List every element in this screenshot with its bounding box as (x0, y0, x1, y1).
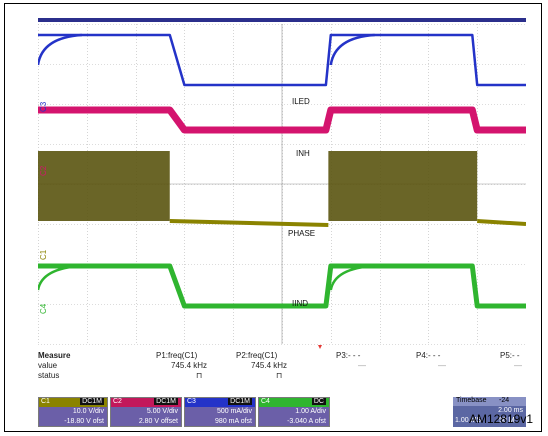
timebase-scale: 2.00 ms (498, 407, 523, 414)
channel-box-c4: C4 DC 1.00 A/div -3.040 A ofst (258, 397, 330, 427)
channel-offset: 2.80 V offset (138, 418, 178, 425)
rise-curve (329, 33, 375, 66)
figure-id: AM12819v1 (468, 412, 533, 426)
p4-value: — (438, 361, 446, 370)
channel-scale: 10.0 V/div (72, 408, 104, 415)
oscilloscope-screen: ILED INH PHASE IIND C3 C2 C1 C4 Measure P1:fre… (38, 18, 526, 430)
channel-tag-c1: C1 (39, 249, 48, 260)
channel-box-c1: C1 DC1M 10.0 V/div -18.80 V ofst (38, 397, 108, 427)
channel-bar: C1 DC1M 10.0 V/div -18.80 V ofst C2 DC1M 5.00 … (38, 397, 526, 427)
trace-inh (38, 106, 526, 134)
p4-name: P4:- - - (416, 351, 441, 360)
measure-status-label: status (38, 371, 60, 380)
p3-value: — (358, 361, 366, 370)
channel-tag-c3: C3 (39, 101, 48, 112)
timebase-samples: 1.00 MS (455, 417, 482, 424)
trace-labels: ILED INH PHASE IIND (288, 97, 315, 308)
channel-tag: C2 (113, 398, 122, 405)
trace-label-phase: PHASE (288, 229, 315, 238)
rise-curve (38, 33, 82, 66)
measure-heading: Measure (38, 351, 71, 360)
channel-tag-c4: C4 (39, 303, 48, 314)
channel-scale: 5.00 V/div (146, 408, 178, 415)
channel-tag: C3 (187, 398, 196, 405)
p2-value: 745.4 kHz (251, 361, 288, 370)
measure-panel: Measure P1:freq(C1) P2:freq(C1) P3:- - -… (38, 351, 526, 395)
p1-name: P1:freq(C1) (156, 351, 198, 360)
timebase-delay: -24 (499, 397, 510, 404)
channel-scale: 1.00 A/div (295, 408, 326, 415)
channel-tag-c2: C2 (39, 165, 48, 176)
scope-title-bar (38, 18, 526, 22)
trace-label-inh: INH (296, 149, 310, 158)
trace-label-iind: IIND (292, 299, 308, 308)
waveform-traces (38, 33, 526, 309)
rise-curve (329, 264, 375, 291)
measure-value-label: value (38, 361, 58, 370)
channel-offset: 980 mA ofst (215, 418, 252, 425)
timebase-label: Timebase (456, 397, 487, 404)
trace-label-iled: ILED (292, 97, 310, 106)
p1-status: ⊓ (196, 371, 203, 380)
p5-name: P5:- - (500, 351, 520, 360)
p5-value: — (514, 361, 522, 370)
waveform-plot: ILED INH PHASE IIND C3 C2 C1 C4 (38, 24, 526, 349)
trigger-marker (318, 345, 322, 349)
trace-iind (38, 263, 526, 309)
rise-curve (38, 264, 82, 291)
phase-burst (38, 151, 170, 221)
channel-tag: C1 (41, 398, 50, 405)
phase-low-segment (169, 219, 329, 227)
figure-frame: ILED INH PHASE IIND C3 C2 C1 C4 Measure P1:fre… (4, 3, 542, 432)
channel-box-c2: C2 DC1M 5.00 V/div 2.80 V offset (110, 397, 182, 427)
p2-status: ⊓ (276, 371, 283, 380)
trace-iled (38, 33, 526, 87)
channel-scale: 500 mA/div (216, 408, 252, 415)
p1-value: 745.4 kHz (171, 361, 208, 370)
phase-low-segment (477, 219, 526, 226)
channel-tags: C3 C2 C1 C4 (39, 101, 48, 314)
timebase-box: Timebase -24 2.00 ms 1.00 MS 50 M (453, 397, 526, 427)
channel-coupling: DC1M (228, 398, 252, 405)
p3-name: P3:- - - (336, 351, 361, 360)
channel-offset: -18.80 V ofst (64, 418, 104, 425)
channel-coupling: DC1M (154, 398, 178, 405)
channel-coupling: DC1M (80, 398, 104, 405)
channel-box-c3: C3 DC1M 500 mA/div 980 mA ofst (184, 397, 256, 427)
channel-offset: -3.040 A ofst (287, 418, 326, 425)
timebase-rate: 50 M (499, 417, 515, 424)
channel-tag: C4 (261, 398, 270, 405)
phase-burst (328, 151, 478, 221)
p2-name: P2:freq(C1) (236, 351, 278, 360)
channel-coupling: DC (311, 398, 326, 405)
